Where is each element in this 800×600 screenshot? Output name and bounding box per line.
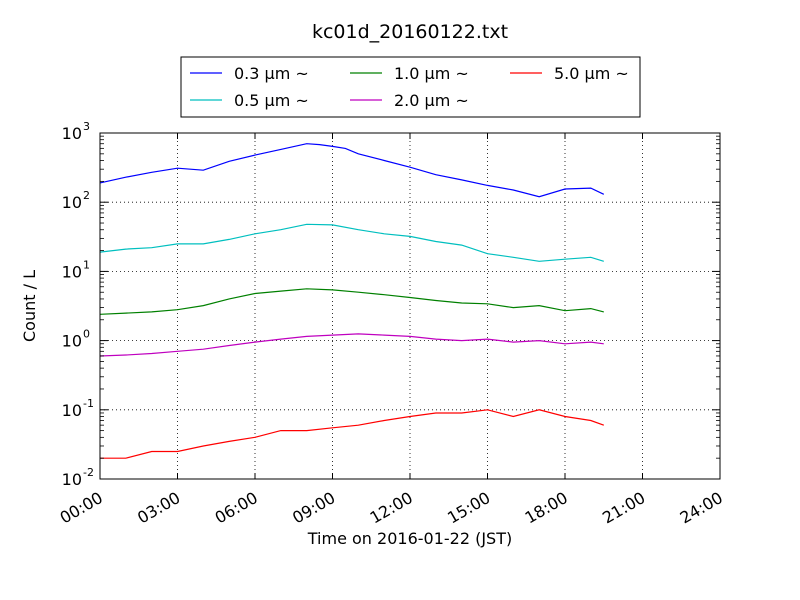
legend-label-1: 0.5 μm ~: [234, 91, 309, 110]
x-tick-label: 18:00: [522, 488, 571, 528]
y-tick-base: 10: [62, 401, 82, 420]
x-tick-labels: 00:00 03:00 06:00 09:00 12:00 15:00 18:00 21:00…: [57, 488, 726, 528]
legend-box: [180, 56, 641, 118]
legend-label-3: 2.0 μm ~: [394, 91, 469, 110]
y-tick-exponent: 2: [83, 189, 90, 202]
legend-label-0: 0.3 μm ~: [234, 64, 309, 83]
x-tick-label: 15:00: [444, 488, 493, 528]
x-tick-label: 09:00: [289, 488, 338, 528]
legend: 0.3 μm ~ 0.5 μm ~ 1.0 μm ~ 2.0 μm ~ 5.0 μm ~: [180, 56, 641, 118]
y-tick-label: 10 -1: [62, 397, 94, 420]
y-tick-exponent: 0: [83, 328, 90, 341]
y-tick-label: 10 -2: [62, 466, 94, 489]
y-tick-label: 10 3: [62, 120, 90, 143]
series-line-2: [99, 288, 604, 315]
y-tick-base: 10: [62, 262, 82, 281]
legend-label-2: 1.0 μm ~: [394, 64, 469, 83]
x-tick-label: 03:00: [134, 488, 183, 528]
y-tick-label: 10 1: [62, 258, 90, 281]
series-line-4: [100, 409, 605, 459]
x-tick-label: 00:00: [57, 488, 106, 528]
y-axis-title: Count / L: [20, 270, 39, 342]
series-lines: [99, 143, 605, 459]
axis-ticks: [99, 132, 721, 480]
series-line-3: [99, 333, 604, 357]
y-tick-exponent: 3: [83, 120, 90, 133]
x-tick-label: 21:00: [599, 488, 648, 528]
y-tick-exponent: 1: [83, 258, 90, 271]
x-tick-label: 12:00: [367, 488, 416, 528]
x-tick-label: 06:00: [212, 488, 261, 528]
y-tick-base: 10: [62, 332, 82, 351]
series-line-0: [99, 143, 605, 198]
y-tick-label: 10 2: [62, 189, 90, 212]
y-tick-base: 10: [62, 124, 82, 143]
y-tick-exponent: -2: [83, 466, 94, 479]
chart-title: kc01d_20160122.txt: [312, 21, 508, 43]
x-axis-title: Time on 2016-01-22 (JST): [307, 529, 512, 548]
y-tick-base: 10: [62, 193, 82, 212]
legend-label-4: 5.0 μm ~: [554, 64, 629, 83]
series-line-1: [99, 223, 604, 262]
y-tick-base: 10: [62, 470, 82, 489]
y-tick-label: 10 0: [62, 328, 90, 351]
legend-items: 0.3 μm ~ 0.5 μm ~ 1.0 μm ~ 2.0 μm ~ 5.0 μm ~: [190, 64, 629, 110]
y-tick-exponent: -1: [83, 397, 94, 410]
grid-lines: [100, 133, 720, 479]
x-tick-label: 24:00: [677, 488, 726, 528]
